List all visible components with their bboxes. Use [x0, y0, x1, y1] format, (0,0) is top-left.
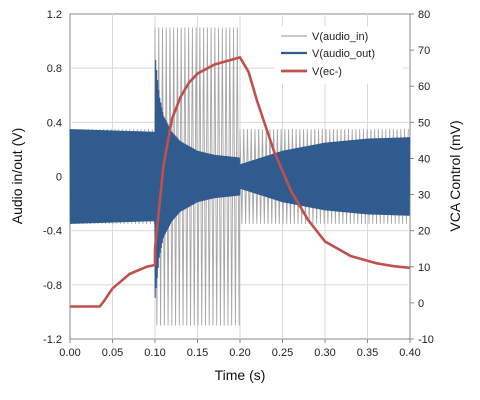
series-audio-out: [69, 59, 411, 299]
y-left-tick-label: 1.2: [47, 9, 62, 21]
x-tick-label: 0.40: [399, 347, 420, 359]
y-right-tick-label: 30: [418, 190, 430, 202]
legend-label-audio-out: V(audio_out): [312, 48, 375, 60]
y-right-tick-label: -10: [418, 334, 434, 346]
y-right-tick-label: 80: [418, 9, 430, 21]
y-left-tick-label: -1.2: [43, 334, 62, 346]
y-right-tick-label: 20: [418, 226, 430, 238]
y-left-tick-label: -0.8: [43, 280, 62, 292]
x-tick-label: 0.30: [314, 347, 335, 359]
y-right-tick-label: 70: [418, 45, 430, 57]
x-tick-label: 0.20: [229, 347, 250, 359]
y-right-tick-label: 10: [418, 262, 430, 274]
x-tick-label: 0.10: [144, 347, 165, 359]
y-left-tick-label: 0.8: [47, 63, 62, 75]
audio-out-waveform: [69, 59, 411, 299]
y-right-axis-ticks: 80 70 60 50 40 30 20 10 0 -10: [410, 9, 434, 346]
y-left-tick-label: 0: [56, 172, 62, 184]
y-right-tick-label: 40: [418, 153, 430, 165]
x-tick-label: 0.00: [59, 347, 80, 359]
series-ec: [69, 56, 411, 308]
y-right-tick-label: 60: [418, 81, 430, 93]
legend: V(audio_in) V(audio_out) V(ec-): [275, 26, 403, 84]
legend-label-ec: V(ec-): [312, 66, 342, 78]
y-left-tick-label: 0.4: [47, 117, 62, 129]
legend-label-audio-in: V(audio_in): [312, 31, 368, 43]
x-tick-label: 0.15: [187, 347, 208, 359]
x-tick-label: 0.35: [357, 347, 378, 359]
x-axis-ticks: 0.00 0.05 0.10 0.15 0.20 0.25 0.30 0.35 0.40: [59, 339, 421, 359]
x-tick-label: 0.05: [102, 347, 123, 359]
y-right-axis-label: VCA Control (mV): [447, 120, 463, 231]
y-left-tick-label: -0.4: [43, 226, 62, 238]
y-right-tick-label: 0: [418, 298, 424, 310]
x-tick-label: 0.25: [272, 347, 293, 359]
y-left-axis-ticks: 1.2 0.8 0.4 0 -0.4 -0.8 -1.2: [43, 9, 62, 346]
x-axis-label: Time (s): [215, 367, 266, 383]
y-left-axis-label: Audio in/out (V): [9, 128, 25, 225]
y-right-tick-label: 50: [418, 117, 430, 129]
